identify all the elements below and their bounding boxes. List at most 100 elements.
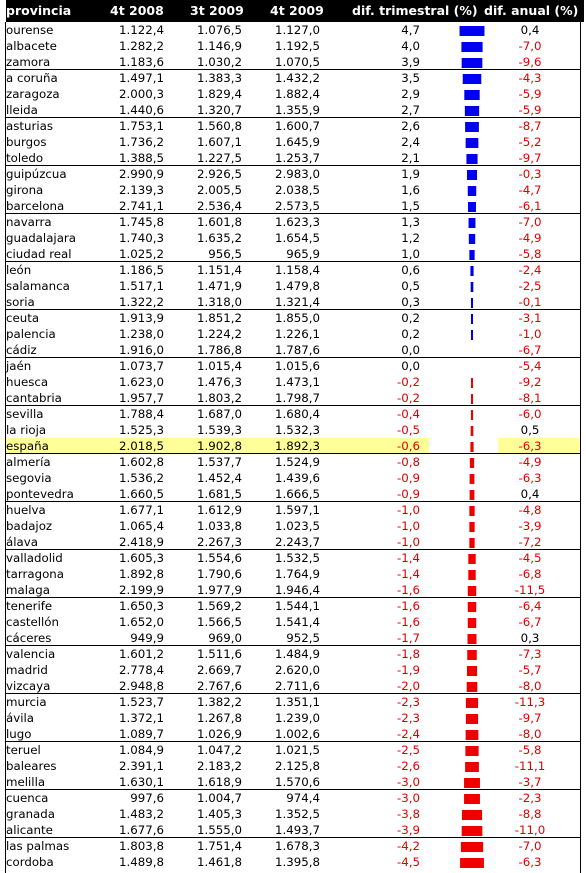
cell-dif-trimestral: -1,4	[396, 551, 420, 565]
table-row: melilla 1.630,1 1.618,9 1.570,6 -3,0 -3,7	[6, 774, 580, 790]
cell-dif-trimestral: 3,9	[401, 55, 420, 69]
cell-dif-trimestral: -0,4	[396, 407, 420, 421]
cell-dif-trimestral: 3,5	[401, 71, 420, 85]
cell-4t-2009: 1.600,7	[274, 119, 320, 133]
table-row: ávila 1.372,1 1.267,8 1.239,0 -2,3 -9,7	[6, 710, 580, 726]
table-row: ciudad real 1.025,2 956,5 965,9 1,0 -5,8	[6, 246, 580, 262]
cell-dif-trimestral: -0,6	[396, 439, 420, 453]
table-row: toledo 1.388,5 1.227,5 1.253,7 2,1 -9,7	[6, 150, 580, 166]
cell-4t-2008: 1.957,7	[118, 391, 164, 405]
header-dif-anual: dif. anual (%)	[484, 3, 579, 18]
cell-3t-2009: 1.566,5	[196, 615, 242, 629]
cell-dif-anual: 0,4	[520, 487, 540, 501]
cell-4t-2009: 1.473,1	[274, 375, 320, 389]
cell-3t-2009: 2.926,5	[196, 167, 242, 181]
cell-dif-anual: -2,4	[518, 263, 542, 277]
cell-4t-2008: 1.753,1	[118, 119, 164, 133]
cell-dif-anual: -6,3	[518, 471, 542, 485]
header-dif-trimestral: dif. trimestral (%)	[352, 3, 478, 18]
cell-3t-2009: 2.005,5	[196, 183, 242, 197]
cell-4t-2008: 2.948,8	[118, 679, 164, 693]
cell-4t-2009: 1.023,5	[274, 519, 320, 533]
cell-dif-trimestral: 0,5	[401, 279, 420, 293]
cell-dif-anual: -6,0	[518, 407, 542, 421]
cell-3t-2009: 1.790,6	[196, 567, 242, 581]
cell-dif-anual: -6,3	[518, 855, 542, 869]
cell-dif-trimestral: 4,0	[401, 39, 420, 53]
group-separator	[6, 501, 580, 502]
table-row: león 1.186,5 1.151,4 1.158,4 0,6 -2,4	[6, 262, 580, 278]
cell-4t-2009: 2.038,5	[274, 183, 320, 197]
cell-3t-2009: 1.004,7	[196, 791, 242, 805]
cell-4t-2008: 1.122,4	[118, 23, 164, 37]
cell-4t-2008: 2.018,5	[118, 439, 164, 453]
cell-dif-anual: -5,8	[518, 743, 542, 757]
group-separator	[6, 69, 580, 70]
cell-4t-2009: 974,4	[286, 791, 320, 805]
cell-dif-trimestral: 0,2	[401, 327, 420, 341]
cell-provincia: navarra	[6, 215, 52, 229]
cell-4t-2008: 1.630,1	[118, 775, 164, 789]
cell-3t-2009: 1.681,5	[196, 487, 242, 501]
header-provincia: provincia	[6, 3, 72, 18]
cell-dif-trimestral: 0,0	[401, 343, 420, 357]
group-separator	[6, 645, 580, 646]
cell-4t-2008: 1.517,1	[118, 279, 164, 293]
cell-3t-2009: 1.569,2	[196, 599, 242, 613]
cell-3t-2009: 1.511,6	[196, 647, 242, 661]
cell-dif-anual: -11,5	[514, 583, 546, 597]
table-row: las palmas 1.803,8 1.751,4 1.678,3 -4,2 -7,0	[6, 838, 580, 854]
cell-provincia: tenerife	[6, 599, 53, 613]
cell-3t-2009: 1.026,9	[196, 727, 242, 741]
cell-provincia: barcelona	[6, 199, 65, 213]
cell-dif-trimestral: -2,3	[396, 695, 420, 709]
cell-4t-2009: 965,9	[286, 247, 320, 261]
cell-3t-2009: 1.382,2	[196, 695, 242, 709]
cell-dif-anual: -4,7	[518, 183, 542, 197]
cell-dif-trimestral: -1,6	[396, 583, 420, 597]
cell-4t-2008: 1.601,2	[118, 647, 164, 661]
cell-3t-2009: 1.461,8	[196, 855, 242, 869]
cell-provincia: segovia	[6, 471, 52, 485]
cell-dif-anual: -7,0	[518, 215, 542, 229]
cell-4t-2009: 1.524,9	[274, 455, 320, 469]
cell-4t-2008: 1.660,5	[118, 487, 164, 501]
cell-dif-anual: -9,2	[518, 375, 542, 389]
cell-dif-trimestral: 0,2	[401, 311, 420, 325]
cell-4t-2009: 1.855,0	[274, 311, 320, 325]
group-separator	[6, 405, 580, 406]
table-row: zaragoza 2.000,3 1.829,4 1.882,4 2,9 -5,9	[6, 86, 580, 102]
cell-4t-2009: 1.070,5	[274, 55, 320, 69]
group-separator	[6, 261, 580, 262]
cell-provincia: palencia	[6, 327, 56, 341]
cell-4t-2009: 1.532,5	[274, 551, 320, 565]
cell-4t-2008: 1.238,0	[118, 327, 164, 341]
header-4t-2009: 4t 2009	[270, 3, 324, 18]
cell-4t-2008: 2.139,3	[118, 183, 164, 197]
cell-provincia: león	[6, 263, 32, 277]
cell-provincia: ceuta	[6, 311, 40, 325]
cell-dif-trimestral: 0,0	[401, 359, 420, 373]
cell-dif-anual: -1,0	[518, 327, 542, 341]
cell-4t-2009: 952,5	[286, 631, 320, 645]
cell-4t-2009: 2.620,0	[274, 663, 320, 677]
cell-dif-trimestral: 2,1	[401, 151, 420, 165]
cell-dif-anual: -4,8	[518, 503, 542, 517]
cell-4t-2009: 1.882,4	[274, 87, 320, 101]
cell-provincia: huelva	[6, 503, 46, 517]
cell-dif-anual: -0,3	[518, 167, 542, 181]
cell-dif-trimestral: 2,6	[401, 119, 420, 133]
cell-dif-anual: -6,7	[518, 615, 542, 629]
cell-dif-trimestral: 2,9	[401, 87, 420, 101]
cell-dif-trimestral: -0,2	[396, 391, 420, 405]
cell-4t-2009: 1.666,5	[274, 487, 320, 501]
cell-4t-2008: 1.489,8	[118, 855, 164, 869]
cell-4t-2008: 1.525,3	[118, 423, 164, 437]
table-row: guadalajara 1.740,3 1.635,2 1.654,5 1,2 -4,9	[6, 230, 580, 246]
cell-4t-2008: 1.677,1	[118, 503, 164, 517]
table-row: lugo 1.089,7 1.026,9 1.002,6 -2,4 -8,0	[6, 726, 580, 742]
group-separator	[6, 165, 580, 166]
cell-dif-trimestral: 1,6	[401, 183, 420, 197]
cell-3t-2009: 1.607,1	[196, 135, 242, 149]
table-row: barcelona 2.741,1 2.536,4 2.573,5 1,5 -6,1	[6, 198, 580, 214]
